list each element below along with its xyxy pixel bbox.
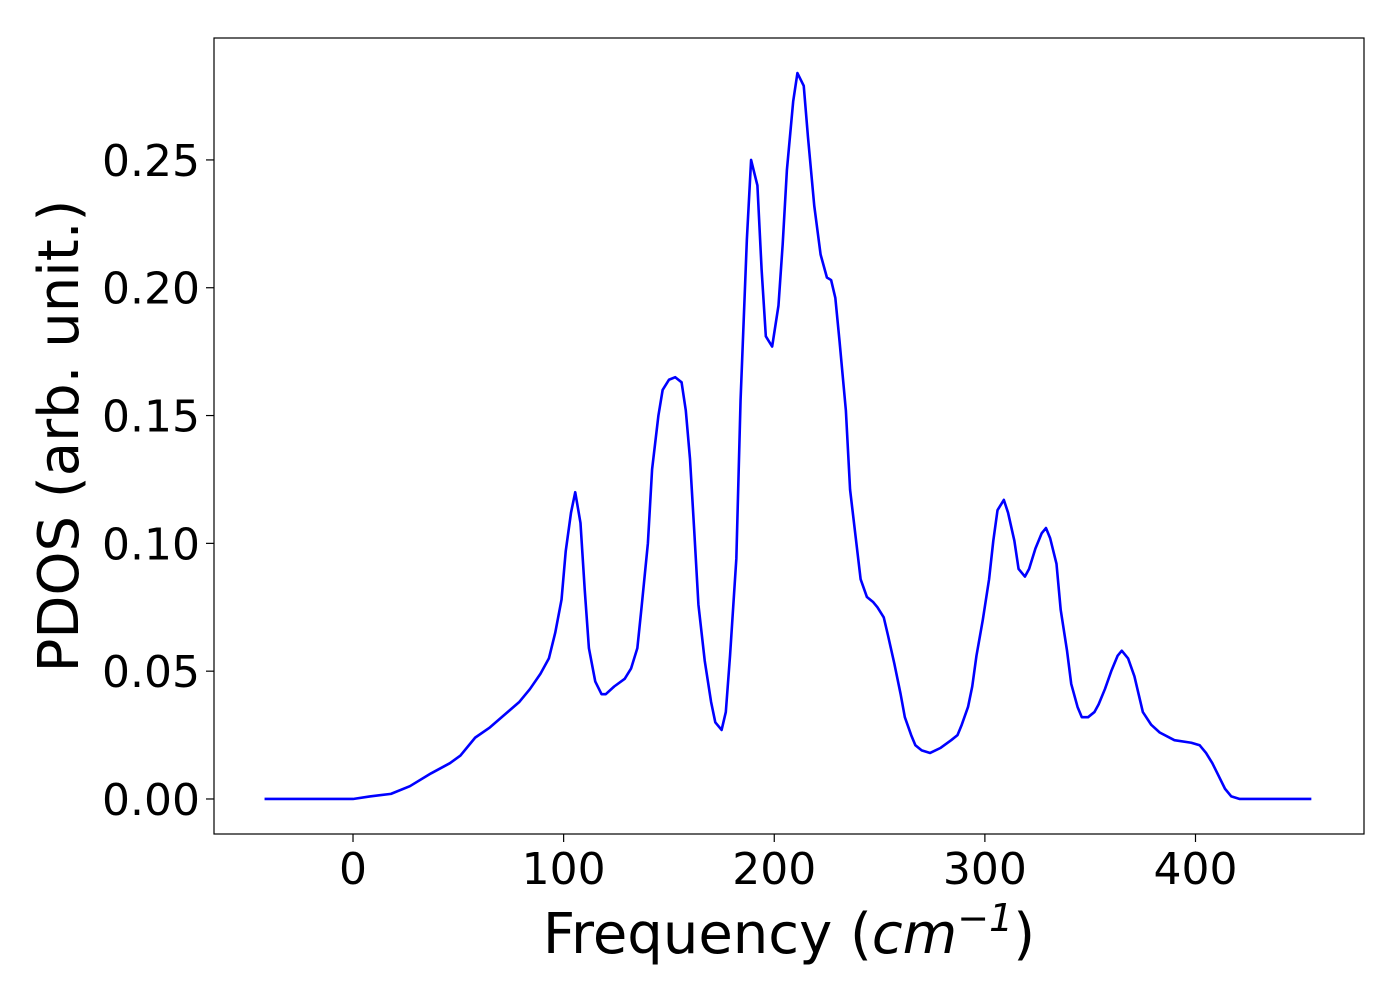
pdos-line — [264, 71, 1312, 801]
y-axis-label: PDOS (arb. unit.) — [27, 200, 92, 673]
x-label-unit: cm — [872, 902, 957, 967]
x-label-text: Frequency ( — [543, 902, 872, 967]
y-tick-label: 0.10 — [102, 519, 200, 570]
x-tick-label: 200 — [732, 844, 816, 895]
plot-frame — [213, 37, 1365, 835]
x-tick-label: 300 — [943, 844, 1027, 895]
y-tick-label: 0.25 — [102, 136, 200, 187]
y-tick-label: 0.15 — [102, 392, 200, 443]
x-tick-label: 100 — [522, 844, 606, 895]
y-tick-label: 0.20 — [102, 264, 200, 315]
x-label-exponent: −1 — [957, 896, 1013, 940]
x-label-close: ) — [1013, 902, 1035, 967]
y-tick-label: 0.00 — [102, 775, 200, 826]
x-axis-label: Frequency (cm−1) — [543, 896, 1035, 967]
y-tick-label: 0.05 — [102, 647, 200, 698]
x-tick-label: 0 — [339, 844, 367, 895]
x-tick-label: 400 — [1154, 844, 1238, 895]
